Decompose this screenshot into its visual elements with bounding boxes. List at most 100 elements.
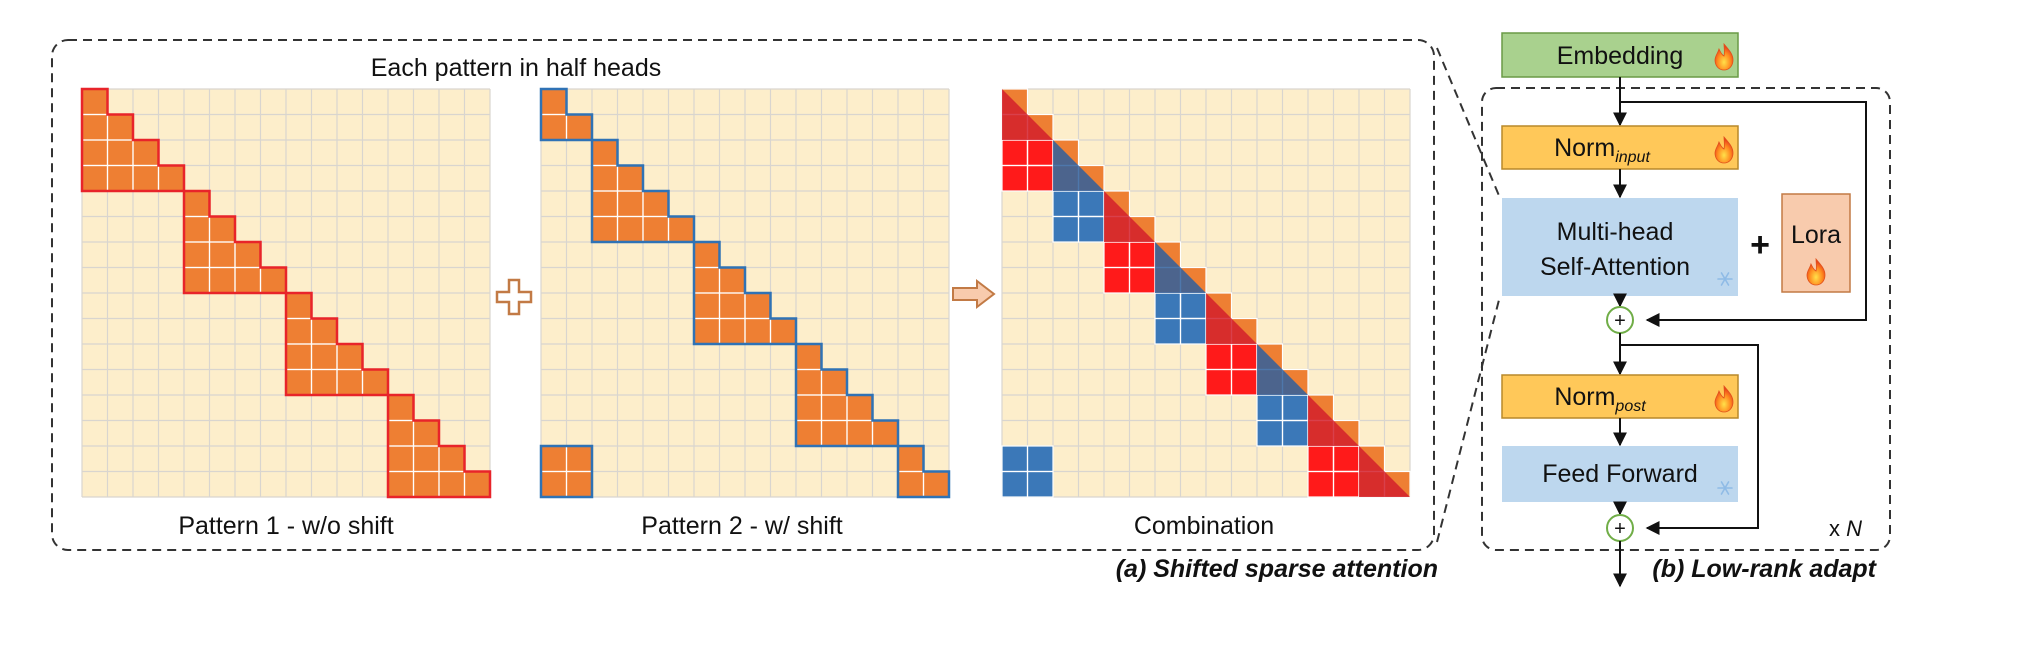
attention-cell: [694, 242, 720, 268]
combo-red-cell: [1308, 446, 1334, 472]
attention-cell: [694, 318, 720, 344]
norm-input-label: Norminput: [1554, 134, 1650, 166]
attention-cell: [847, 420, 873, 446]
attention-cell: [898, 471, 924, 497]
self-attention-line2: Self-Attention: [1540, 253, 1690, 281]
attention-cell: [796, 395, 822, 421]
attention-cell: [362, 369, 388, 395]
combo-red-cell: [1027, 165, 1053, 191]
combo-blue-diagonal: [1053, 140, 1104, 191]
combination-grid: [1001, 88, 1411, 498]
pattern1-label: Pattern 1 - w/o shift: [178, 512, 393, 540]
attention-cell: [643, 191, 669, 217]
lora-label: Lora: [1791, 221, 1841, 249]
pattern2-block-outline: [539, 87, 594, 142]
pattern1-block-outline: [182, 189, 288, 295]
combo-red-cell: [1206, 344, 1232, 370]
attention-cell: [541, 89, 567, 115]
panel-a-frame: [51, 39, 1435, 551]
attention-cell: [643, 216, 669, 242]
zoom-connector-top: [1436, 47, 1501, 199]
combo-red-diagonal: [1308, 395, 1359, 446]
pattern2-corner-outline: [539, 444, 594, 499]
attention-cell: [847, 395, 873, 421]
attention-cell: [260, 267, 286, 293]
right-arrow-icon: [952, 278, 996, 310]
attention-cell: [796, 420, 822, 446]
attention-cell: [82, 165, 108, 191]
combo-red-cell: [1333, 446, 1359, 472]
combo-red-diagonal: [1002, 89, 1053, 140]
attention-cell: [872, 420, 898, 446]
pattern2-block-outline: [692, 240, 798, 346]
combo-red-cell: [1308, 471, 1334, 497]
attention-cell: [617, 165, 643, 191]
combo-blue-cell: [1180, 293, 1206, 319]
attention-cell: [337, 344, 363, 370]
zoom-connector-bottom: [1436, 295, 1501, 543]
residual-skip-1: [1620, 101, 1867, 327]
combo-blue-cell: [1053, 216, 1079, 242]
attention-cell: [566, 446, 592, 472]
residual-add-1-symbol: +: [1614, 310, 1626, 332]
attention-cell: [286, 369, 312, 395]
attention-cell: [796, 344, 822, 370]
pattern2-grid: [539, 87, 951, 499]
attention-cell: [592, 165, 618, 191]
pattern2-block-outline: [590, 138, 696, 244]
combo-blue-cell: [1053, 191, 1079, 217]
combo-blue-diagonal: [1155, 242, 1206, 293]
pattern1-block-outline: [386, 393, 492, 499]
attention-cell: [923, 471, 949, 497]
combo-red-cell: [1231, 344, 1257, 370]
attention-cell: [184, 216, 210, 242]
embedding-label: Embedding: [1557, 42, 1683, 70]
combo-blue-diagonal: [1257, 344, 1308, 395]
combo-red-diagonal: [1104, 191, 1155, 242]
pattern1-block-outline: [284, 291, 390, 397]
attention-cell: [592, 216, 618, 242]
attention-cell: [745, 293, 771, 319]
attention-cell: [82, 89, 108, 115]
attention-cell: [719, 267, 745, 293]
attention-cell: [209, 267, 235, 293]
combo-red-cell: [1104, 242, 1130, 268]
attention-cell: [184, 267, 210, 293]
attention-cell: [388, 446, 414, 472]
attention-cell: [694, 293, 720, 319]
attention-cell: [745, 318, 771, 344]
attention-cell: [337, 369, 363, 395]
combo-red-cell: [1206, 369, 1232, 395]
attention-cell: [311, 318, 337, 344]
attention-cell: [566, 114, 592, 140]
combo-red-cell: [1027, 140, 1053, 166]
combo-blue-cell: [1002, 471, 1028, 497]
combo-blue-cell: [1155, 293, 1181, 319]
combo-blue-cell: [1002, 446, 1028, 472]
panel-a-header: Each pattern in half heads: [371, 54, 661, 82]
attention-cell: [388, 471, 414, 497]
attention-cell: [286, 344, 312, 370]
norm-input-box: [1501, 125, 1739, 170]
attention-cell: [158, 165, 184, 191]
combo-red-cell: [1231, 369, 1257, 395]
panel-b-caption: (b) Low-rank adapt: [1652, 555, 1877, 583]
attention-cell: [898, 446, 924, 472]
residual-skip-2: [1620, 344, 1759, 535]
attention-cell: [388, 395, 414, 421]
attention-cell: [439, 446, 465, 472]
attention-cell: [286, 318, 312, 344]
attention-cell: [413, 446, 439, 472]
pattern1-block-outline: [80, 87, 186, 193]
attention-cell: [107, 114, 133, 140]
feed-forward-label: Feed Forward: [1542, 460, 1698, 488]
attention-cell: [107, 165, 133, 191]
attention-cell: [184, 242, 210, 268]
attention-cell: [617, 216, 643, 242]
combo-blue-cell: [1180, 318, 1206, 344]
norm-post-box: [1501, 374, 1739, 419]
attention-cell: [592, 191, 618, 217]
attention-cell: [694, 267, 720, 293]
combo-red-cell: [1002, 140, 1028, 166]
